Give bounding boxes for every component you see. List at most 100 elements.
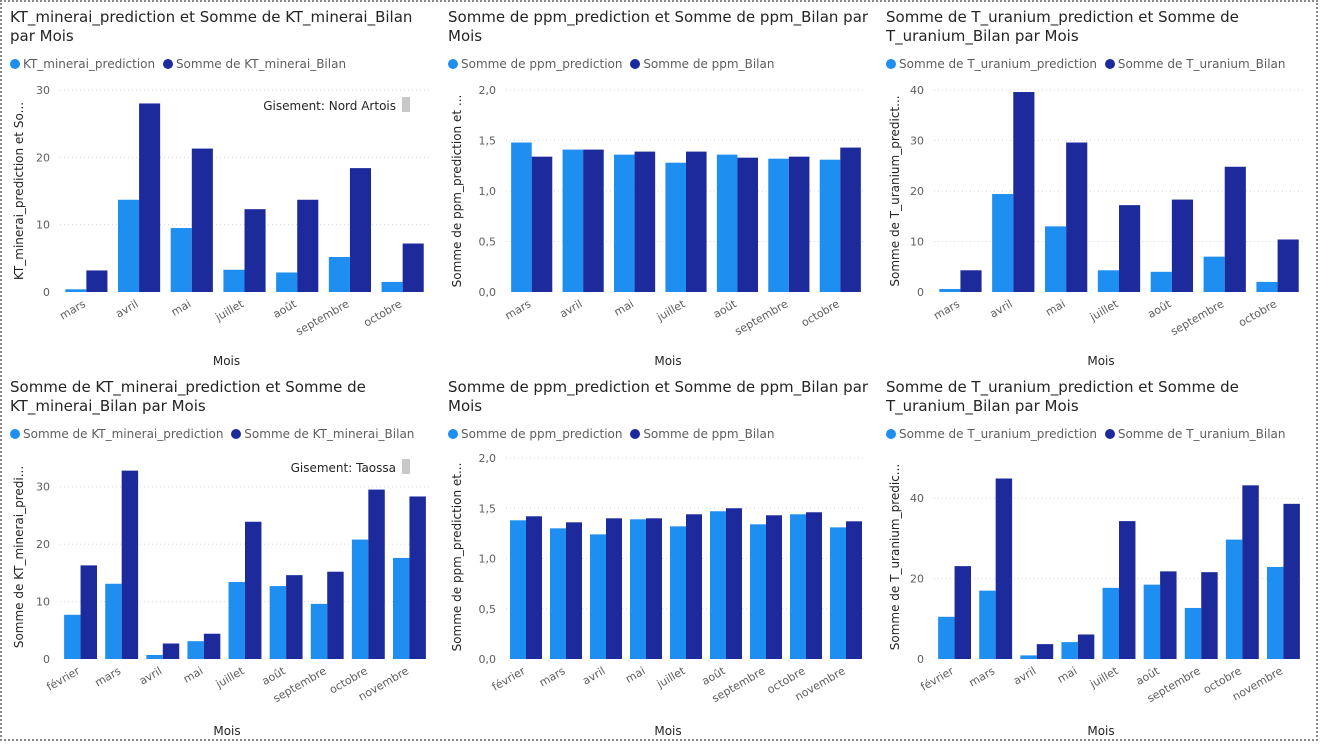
- bar-prediction: [979, 590, 996, 659]
- bar-bilan: [1277, 239, 1299, 292]
- x-axis-title: Mois: [654, 354, 681, 368]
- chart-title: Somme de ppm_prediction et Somme de ppm_…: [448, 8, 869, 45]
- y-tick-label: 0,0: [479, 286, 497, 299]
- x-tick-label: juillet: [1087, 664, 1121, 691]
- legend-label: Somme de ppm_prediction: [461, 57, 623, 71]
- y-tick-label: 20: [910, 185, 924, 198]
- legend-item-bilan[interactable]: Somme de KT_minerai_Bilan: [231, 427, 414, 441]
- bar-bilan: [1201, 572, 1218, 659]
- legend-item-bilan[interactable]: Somme de ppm_Bilan: [630, 57, 774, 71]
- gisement-scroll-indicator: [402, 459, 410, 474]
- legend-marker: [162, 59, 173, 69]
- bar-prediction: [1256, 281, 1278, 292]
- bar-prediction: [1045, 226, 1067, 292]
- x-axis-title: Mois: [654, 724, 681, 738]
- chart-panel-ppm-nord-artois[interactable]: Somme de ppm_prediction et Somme de ppm_…: [440, 2, 877, 372]
- bar-prediction: [1203, 256, 1225, 292]
- x-tick-label: mars: [503, 297, 534, 322]
- bar-prediction: [328, 256, 350, 292]
- x-tick-label: juillet: [654, 297, 688, 324]
- chart-panel-t-uranium-nord-artois[interactable]: Somme de T_uranium_prediction et Somme d…: [878, 2, 1315, 372]
- gisement-label: Gisement: Taossa: [291, 461, 396, 475]
- x-tick-label: juillet: [654, 664, 688, 691]
- legend-item-prediction[interactable]: Somme de ppm_prediction: [448, 427, 622, 441]
- y-tick-label: 20: [36, 538, 50, 551]
- y-tick-label: 1,5: [479, 502, 497, 515]
- chart-title: Somme de T_uranium_prediction et Somme d…: [886, 378, 1239, 415]
- y-tick-label: 0,5: [479, 603, 497, 616]
- y-tick-label: 10: [36, 219, 50, 232]
- bar-prediction: [65, 289, 87, 292]
- x-axis-title: Mois: [1087, 354, 1114, 368]
- x-tick-label: mars: [931, 297, 962, 322]
- y-axis-title: Somme de KT_minerai_predi...: [12, 466, 26, 648]
- legend-item-prediction[interactable]: Somme de T_uranium_prediction: [886, 427, 1097, 441]
- bar-bilan: [368, 489, 385, 659]
- bar-bilan: [766, 515, 782, 659]
- legend-label: Somme de T_uranium_prediction: [899, 57, 1098, 71]
- bar-prediction: [381, 281, 403, 292]
- x-tick-label: août: [711, 297, 740, 321]
- x-tick-label: mai: [1055, 664, 1079, 686]
- legend-item-bilan[interactable]: Somme de T_uranium_Bilan: [1104, 427, 1286, 441]
- legend-label: Somme de ppm_Bilan: [643, 57, 775, 71]
- legend-item-bilan[interactable]: Somme de ppm_Bilan: [630, 427, 774, 441]
- chart-panel-kt-minerai-nord-artois[interactable]: KT_minerai_prediction et Somme de KT_min…: [2, 2, 439, 372]
- bar-prediction: [117, 199, 140, 292]
- x-axis-title: Mois: [213, 354, 240, 368]
- y-tick-label: 0: [917, 653, 924, 666]
- bar-bilan: [139, 103, 161, 292]
- legend-item-prediction[interactable]: Somme de T_uranium_prediction: [886, 57, 1097, 71]
- bar-prediction: [670, 526, 686, 659]
- chart-panel-kt-minerai-taossa[interactable]: Somme de KT_minerai_prediction et Somme …: [2, 372, 439, 742]
- bar-chart[interactable]: 0,0 0,5 1,0 1,5 2,0 mars avril mai juillet aoûtse…: [440, 2, 877, 372]
- y-tick-label: 40: [910, 84, 924, 97]
- y-tick-label: 0: [43, 286, 50, 299]
- chart-legend: Somme de T_uranium_prediction Somme de T…: [886, 427, 1290, 441]
- bar-prediction: [790, 514, 806, 659]
- x-tick-label: mars: [57, 297, 88, 322]
- bar-bilan: [726, 508, 742, 659]
- bar-chart[interactable]: 0,0 0,5 1,0 1,5 2,0 février mars avril mai juille…: [440, 372, 877, 742]
- bar-bilan: [327, 571, 344, 659]
- legend-item-prediction[interactable]: Somme de KT_minerai_prediction: [10, 427, 223, 441]
- legend-item-bilan[interactable]: Somme de T_uranium_Bilan: [1104, 57, 1286, 71]
- x-tick-label: juillet: [213, 664, 247, 691]
- x-tick-label: juillet: [212, 297, 246, 324]
- bar-bilan: [1036, 644, 1054, 659]
- chart-panel-t-uranium-taossa[interactable]: Somme de T_uranium_prediction et Somme d…: [878, 372, 1315, 742]
- y-axis-title: Somme de T_uranium_predic...: [888, 464, 902, 650]
- bar-bilan: [86, 270, 108, 292]
- bar-chart[interactable]: 0 10 20 30 40 mars avril mai juillet aoûtseptembr…: [878, 2, 1315, 372]
- legend-marker: [10, 59, 20, 69]
- bar-prediction: [819, 159, 841, 292]
- x-tick-label: mai: [169, 297, 193, 319]
- y-tick-label: 30: [36, 481, 50, 494]
- bar-prediction: [351, 539, 369, 659]
- bar-bilan: [203, 633, 221, 659]
- legend-marker: [630, 429, 641, 439]
- legend-label: Somme de ppm_Bilan: [643, 427, 775, 441]
- bar-bilan: [121, 470, 139, 659]
- bar-prediction: [939, 288, 961, 292]
- chart-title: Somme de KT_minerai_prediction et Somme …: [10, 378, 366, 415]
- bar-prediction: [1020, 655, 1037, 659]
- bar-prediction: [223, 269, 245, 292]
- bar-prediction: [1225, 539, 1243, 659]
- bar-bilan: [191, 148, 213, 292]
- legend-label: Somme de T_uranium_Bilan: [1117, 427, 1286, 441]
- chart-panel-ppm-taossa[interactable]: Somme de ppm_prediction et Somme de ppm_…: [440, 372, 877, 742]
- legend-item-prediction[interactable]: Somme de ppm_prediction: [448, 57, 622, 71]
- bar-bilan: [788, 156, 810, 292]
- bar-prediction: [1150, 271, 1172, 292]
- bar-bilan: [566, 522, 582, 659]
- legend-item-bilan[interactable]: Somme de KT_minerai_Bilan: [162, 57, 346, 71]
- x-tick-label: mai: [1043, 297, 1067, 319]
- y-tick-label: 20: [36, 151, 50, 164]
- y-axis-title: Somme de ppm_prediction et...: [450, 463, 464, 652]
- bar-prediction: [276, 272, 298, 292]
- legend-item-prediction[interactable]: KT_minerai_prediction: [10, 57, 155, 71]
